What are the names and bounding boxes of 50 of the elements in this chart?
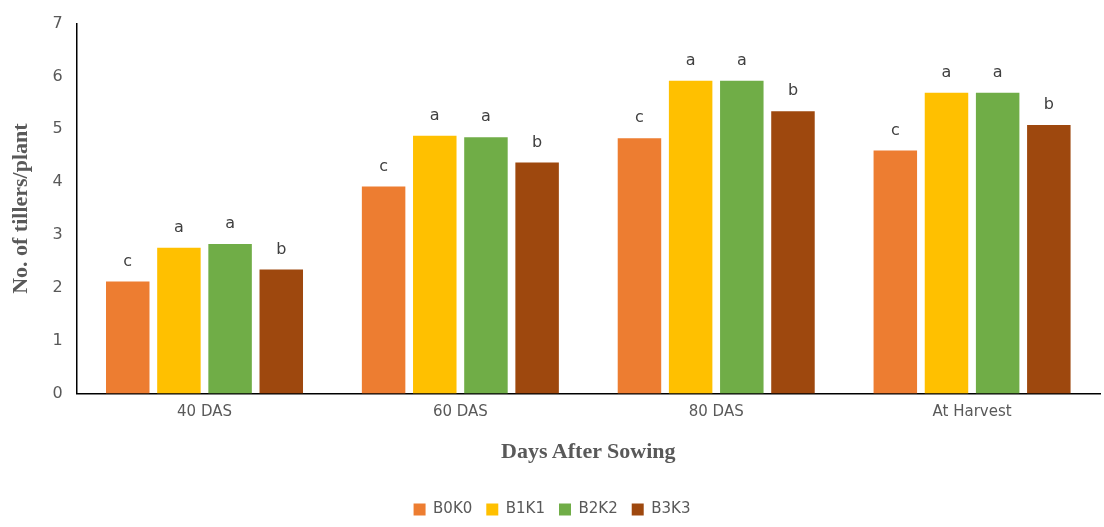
bar bbox=[617, 138, 662, 394]
y-tick-label: 2 bbox=[52, 277, 63, 297]
data-label: b bbox=[532, 131, 543, 151]
legend-label: B0K0 bbox=[433, 499, 473, 518]
bar bbox=[720, 80, 764, 394]
data-label: a bbox=[481, 106, 491, 126]
y-tick-label: 6 bbox=[52, 65, 63, 85]
data-label: c bbox=[123, 250, 133, 270]
bar bbox=[975, 92, 1020, 394]
bar bbox=[208, 244, 252, 394]
y-tick-label: 3 bbox=[52, 224, 63, 244]
x-tick-label: At Harvest bbox=[932, 402, 1012, 421]
data-label: c bbox=[890, 119, 900, 139]
y-tick-label: 0 bbox=[52, 382, 63, 402]
y-tick-label: 7 bbox=[52, 12, 63, 32]
data-label: a bbox=[941, 62, 952, 81]
bar bbox=[771, 111, 815, 394]
y-tick-label: 5 bbox=[52, 118, 63, 138]
x-tick-label: 60 DAS bbox=[432, 402, 488, 421]
x-axis-title: Days After Sowing bbox=[501, 438, 676, 464]
bar bbox=[515, 162, 559, 394]
data-label: a bbox=[174, 216, 184, 236]
bar bbox=[413, 135, 457, 394]
data-label: a bbox=[992, 62, 1003, 81]
bar bbox=[106, 281, 150, 394]
legend-label: B3K3 bbox=[651, 499, 691, 518]
data-label: a bbox=[225, 213, 235, 233]
bar bbox=[259, 269, 304, 394]
data-label: b bbox=[276, 238, 287, 258]
x-tick-label: 40 DAS bbox=[177, 402, 232, 421]
data-label: a bbox=[429, 104, 440, 124]
bar bbox=[873, 150, 918, 394]
data-label: b bbox=[787, 80, 799, 100]
data-label: b bbox=[1043, 94, 1054, 114]
legend-label: B1K1 bbox=[505, 499, 545, 518]
data-label: a bbox=[736, 49, 747, 69]
data-label: c bbox=[635, 107, 644, 127]
bar bbox=[361, 186, 406, 394]
legend-label: B2K2 bbox=[578, 499, 618, 518]
data-label: a bbox=[685, 49, 696, 69]
bar bbox=[668, 80, 713, 394]
x-tick-label: 80 DAS bbox=[688, 402, 744, 421]
y-tick-label: 4 bbox=[52, 171, 63, 191]
bar bbox=[464, 137, 508, 394]
bar bbox=[924, 92, 969, 394]
bar bbox=[157, 247, 201, 394]
bar bbox=[1027, 125, 1071, 394]
y-tick-label: 1 bbox=[52, 329, 63, 349]
y-axis-title: No. of tillers/plant bbox=[6, 122, 32, 294]
data-label: c bbox=[379, 155, 388, 175]
